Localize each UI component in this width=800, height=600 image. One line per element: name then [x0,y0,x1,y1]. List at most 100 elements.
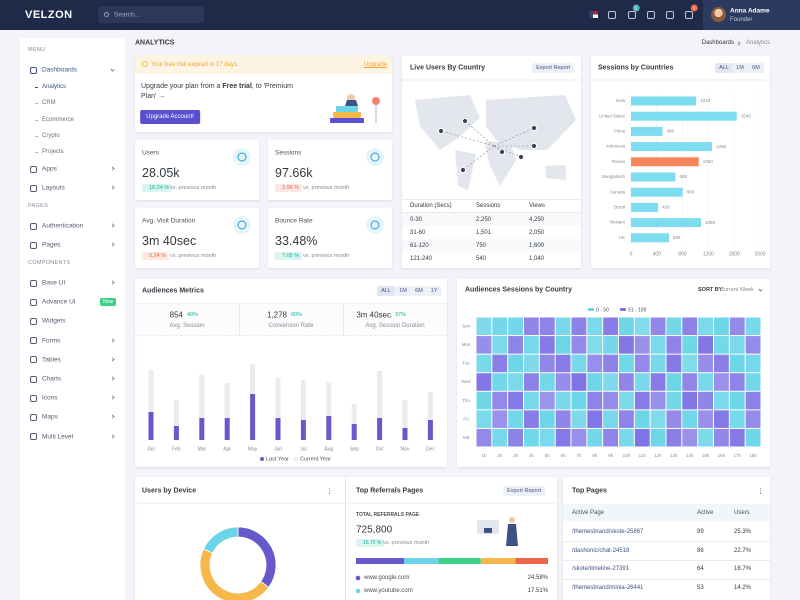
x-tick-label: 4h [529,453,535,458]
sidebar-item[interactable]: Dashboards [42,66,78,74]
sort-value[interactable]: Current Week [720,287,754,293]
heatmap-cell [745,336,761,354]
x-tick-label: 11h [639,453,647,458]
button[interactable]: 1M [395,286,411,296]
sidebar-subitem[interactable]: Projects [42,149,64,155]
total-value: 725,800 [356,524,393,536]
map-link [493,145,522,158]
button[interactable]: 6M [748,63,764,73]
heatmap-cell [492,354,508,373]
user-name[interactable]: Anna Adame [730,7,770,15]
button[interactable]: ALL [377,286,395,296]
heatmap-cell [524,428,539,447]
sidebar-subitem[interactable]: CRM [42,100,56,107]
sidebar-subitem[interactable]: Ecommerce [42,116,75,123]
page-link[interactable]: /dashonic/chat-24518 [572,547,630,554]
sidebar-item[interactable]: Widgets [42,317,66,325]
heatmap-cell [587,317,603,336]
map-region [545,165,566,180]
message-part: Free trial [222,83,252,90]
sidebar-item[interactable]: Forms [42,337,61,345]
x-tick-label: 6h [561,453,567,458]
table-header: Active [697,509,714,516]
card-title: Live Users By Country [410,64,486,72]
sidebar-item[interactable]: Maps [42,413,58,421]
page-link[interactable]: /themesbrand/minia-26441 [572,585,644,592]
illustration [484,528,492,533]
button[interactable]: 1M [732,63,748,73]
button[interactable]: 6M [411,286,427,296]
sidebar-item[interactable]: Apps [42,165,57,173]
heatmap-cell [555,336,571,354]
sidebar-item[interactable]: Authentication [42,222,84,230]
button[interactable]: Export Report [503,486,545,496]
stat-label: Avg. Visit Duration [142,217,196,225]
table-cell: 750 [476,242,487,249]
sidebar-icon [30,317,37,325]
heatmap-cell [603,354,618,373]
sidebar-item[interactable]: Multi Level [42,433,74,441]
heatmap-cell [555,391,571,410]
upgrade-button[interactable]: Upgrade Account! [140,110,200,124]
sidebar-item[interactable]: Advance UI [42,298,76,306]
button[interactable]: ALL [715,63,733,73]
sidebar-item[interactable]: Pages [42,241,61,249]
sidebar-item[interactable]: Base UI [42,279,66,287]
sidebar-subitem[interactable]: Analytics [42,84,67,91]
x-tick-label: Apr [223,446,231,452]
sidebar-icon [30,433,37,441]
stat-change: 0.24 % [142,252,170,260]
page-link[interactable]: /themesbrand/skote-25867 [572,529,644,535]
heatmap-cell [682,336,698,354]
table-cell: 64 [697,566,704,573]
illustration [333,112,361,118]
y-tick-label: UK [619,235,625,240]
table-header: Sessions [476,203,501,209]
y-tick-label: Thu [462,398,470,403]
sidebar-icon [30,222,37,230]
bar-segment [402,400,408,428]
breadcrumb-item[interactable]: Dashboards [701,40,734,46]
heatmap-cell [476,373,492,391]
stat-label: Bounce Rate [275,217,313,225]
sidebar-subitem[interactable]: Crypto [42,132,60,139]
page-link[interactable]: /skote/timeline-27391 [572,566,630,573]
summary-value: 1,278 [266,310,287,320]
heatmap-cell [650,354,666,373]
search-placeholder[interactable]: Search... [114,11,141,18]
sidebar-item[interactable]: Charts [42,375,62,383]
heatmap-cell [524,410,539,428]
sidebar-item[interactable]: Tables [42,356,61,364]
chevron-icon [110,337,115,343]
summary-strip [135,303,447,336]
sidebar-item[interactable]: Icons [42,394,58,402]
button[interactable]: 1Y [426,286,442,296]
heatmap-cell [571,317,587,336]
button[interactable]: Export Report [532,63,574,73]
heatmap-cell [571,373,587,391]
source-name[interactable]: www.youtube.com [364,588,413,594]
legend-label: 51 - 100 [628,307,647,313]
user-role: Founder [730,17,753,23]
map-marker [437,127,445,135]
value-label: 1050 [703,159,714,164]
heatmap-cell [682,428,698,447]
source-name[interactable]: www.google.com [364,575,410,581]
stat-label: Sessions [275,149,302,157]
message-part: , to 'Premium Plan' → [141,83,293,100]
chevron-icon [110,67,115,72]
heatmap-cell [729,391,745,410]
sidebar-item[interactable]: Layouts [42,184,65,192]
heatmap-cell [619,336,634,354]
stat-label: Users [142,149,159,157]
chevron-icon [110,414,115,420]
heatmap-cell [682,391,698,410]
alert-link[interactable]: Upgrade [363,62,387,68]
heatmap-cell [508,373,523,391]
card [135,477,345,600]
x-tick-label: 12h [654,453,662,458]
message-part: Upgrade your plan from a [141,83,223,90]
progress-segment [356,558,404,564]
heatmap-cell [714,391,729,410]
